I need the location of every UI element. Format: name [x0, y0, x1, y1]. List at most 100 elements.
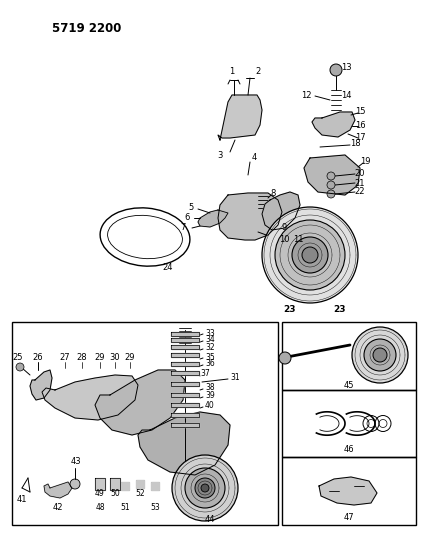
Text: 9: 9 [281, 223, 287, 232]
Text: 23: 23 [334, 305, 346, 314]
Text: 14: 14 [341, 91, 351, 100]
Polygon shape [151, 482, 159, 490]
Polygon shape [312, 112, 355, 137]
Circle shape [195, 478, 215, 498]
Text: 2: 2 [256, 68, 261, 77]
Text: 15: 15 [355, 108, 365, 117]
Bar [12, 322, 278, 525]
Polygon shape [304, 155, 360, 195]
Circle shape [352, 327, 408, 383]
Circle shape [364, 339, 396, 371]
Polygon shape [171, 371, 199, 375]
Text: 21: 21 [355, 179, 365, 188]
Text: 3: 3 [217, 150, 223, 159]
Text: 10: 10 [279, 236, 289, 245]
Text: 7: 7 [181, 223, 186, 232]
Text: 36: 36 [205, 359, 215, 368]
Polygon shape [95, 478, 105, 490]
Text: 28: 28 [77, 353, 87, 362]
Polygon shape [30, 370, 52, 400]
Polygon shape [218, 193, 282, 240]
Circle shape [279, 352, 291, 364]
Text: 11: 11 [293, 236, 303, 245]
Polygon shape [198, 210, 228, 227]
Circle shape [327, 190, 335, 198]
Circle shape [185, 468, 225, 508]
Bar [282, 322, 416, 390]
Text: 29: 29 [95, 353, 105, 362]
Circle shape [292, 237, 328, 273]
Circle shape [262, 207, 358, 303]
Polygon shape [218, 95, 262, 140]
Text: 44: 44 [205, 515, 215, 524]
Text: 20: 20 [355, 169, 365, 179]
Polygon shape [136, 480, 144, 488]
Text: 37: 37 [200, 368, 210, 377]
Circle shape [302, 247, 318, 263]
Text: 34: 34 [205, 335, 215, 344]
Text: 26: 26 [33, 353, 43, 362]
Text: 23: 23 [284, 305, 296, 314]
Polygon shape [319, 477, 377, 505]
Polygon shape [121, 482, 129, 490]
Text: 45: 45 [344, 381, 354, 390]
Polygon shape [95, 370, 185, 435]
Text: 33: 33 [205, 328, 215, 337]
Polygon shape [138, 412, 230, 475]
Text: 6: 6 [184, 214, 190, 222]
Text: 19: 19 [360, 157, 370, 166]
Text: 13: 13 [341, 63, 351, 72]
Text: 39: 39 [205, 392, 215, 400]
Text: 46: 46 [344, 445, 354, 454]
Text: 30: 30 [110, 353, 120, 362]
Text: 38: 38 [205, 384, 214, 392]
Circle shape [327, 181, 335, 189]
Circle shape [16, 363, 24, 371]
Polygon shape [171, 403, 199, 407]
Text: 35: 35 [205, 352, 215, 361]
Circle shape [373, 348, 387, 362]
Text: 41: 41 [17, 496, 27, 505]
Polygon shape [171, 338, 199, 342]
Circle shape [70, 479, 80, 489]
Text: 1: 1 [229, 68, 235, 77]
Text: 17: 17 [355, 133, 366, 141]
Polygon shape [171, 345, 199, 349]
Circle shape [172, 455, 238, 521]
Text: 22: 22 [355, 188, 365, 197]
Text: 16: 16 [355, 120, 366, 130]
Text: 8: 8 [270, 189, 276, 198]
Text: 43: 43 [71, 457, 81, 466]
Bar [282, 457, 416, 525]
Text: 47: 47 [344, 513, 354, 521]
Text: 5: 5 [189, 204, 194, 213]
Text: 25: 25 [13, 353, 23, 362]
Polygon shape [44, 482, 72, 498]
Polygon shape [42, 375, 138, 420]
Circle shape [275, 220, 345, 290]
Text: 24: 24 [163, 263, 173, 272]
Text: 53: 53 [150, 504, 160, 513]
Polygon shape [110, 478, 120, 490]
Text: 31: 31 [230, 374, 240, 383]
Text: 52: 52 [135, 489, 145, 498]
Polygon shape [171, 332, 199, 336]
Circle shape [330, 64, 342, 76]
Polygon shape [171, 413, 199, 417]
Polygon shape [171, 353, 199, 357]
Text: 27: 27 [59, 353, 70, 362]
Text: 51: 51 [120, 504, 130, 513]
Text: 42: 42 [53, 504, 63, 513]
Circle shape [201, 484, 209, 492]
Text: 4: 4 [251, 154, 257, 163]
Text: 32: 32 [205, 343, 214, 352]
Text: 49: 49 [95, 489, 105, 498]
Text: 50: 50 [110, 489, 120, 498]
Bar [282, 390, 416, 457]
Text: 48: 48 [95, 504, 105, 513]
Polygon shape [171, 423, 199, 427]
Text: 29: 29 [125, 353, 135, 362]
Text: 40: 40 [205, 401, 215, 410]
Polygon shape [171, 393, 199, 397]
Text: 5719 2200: 5719 2200 [52, 21, 122, 35]
